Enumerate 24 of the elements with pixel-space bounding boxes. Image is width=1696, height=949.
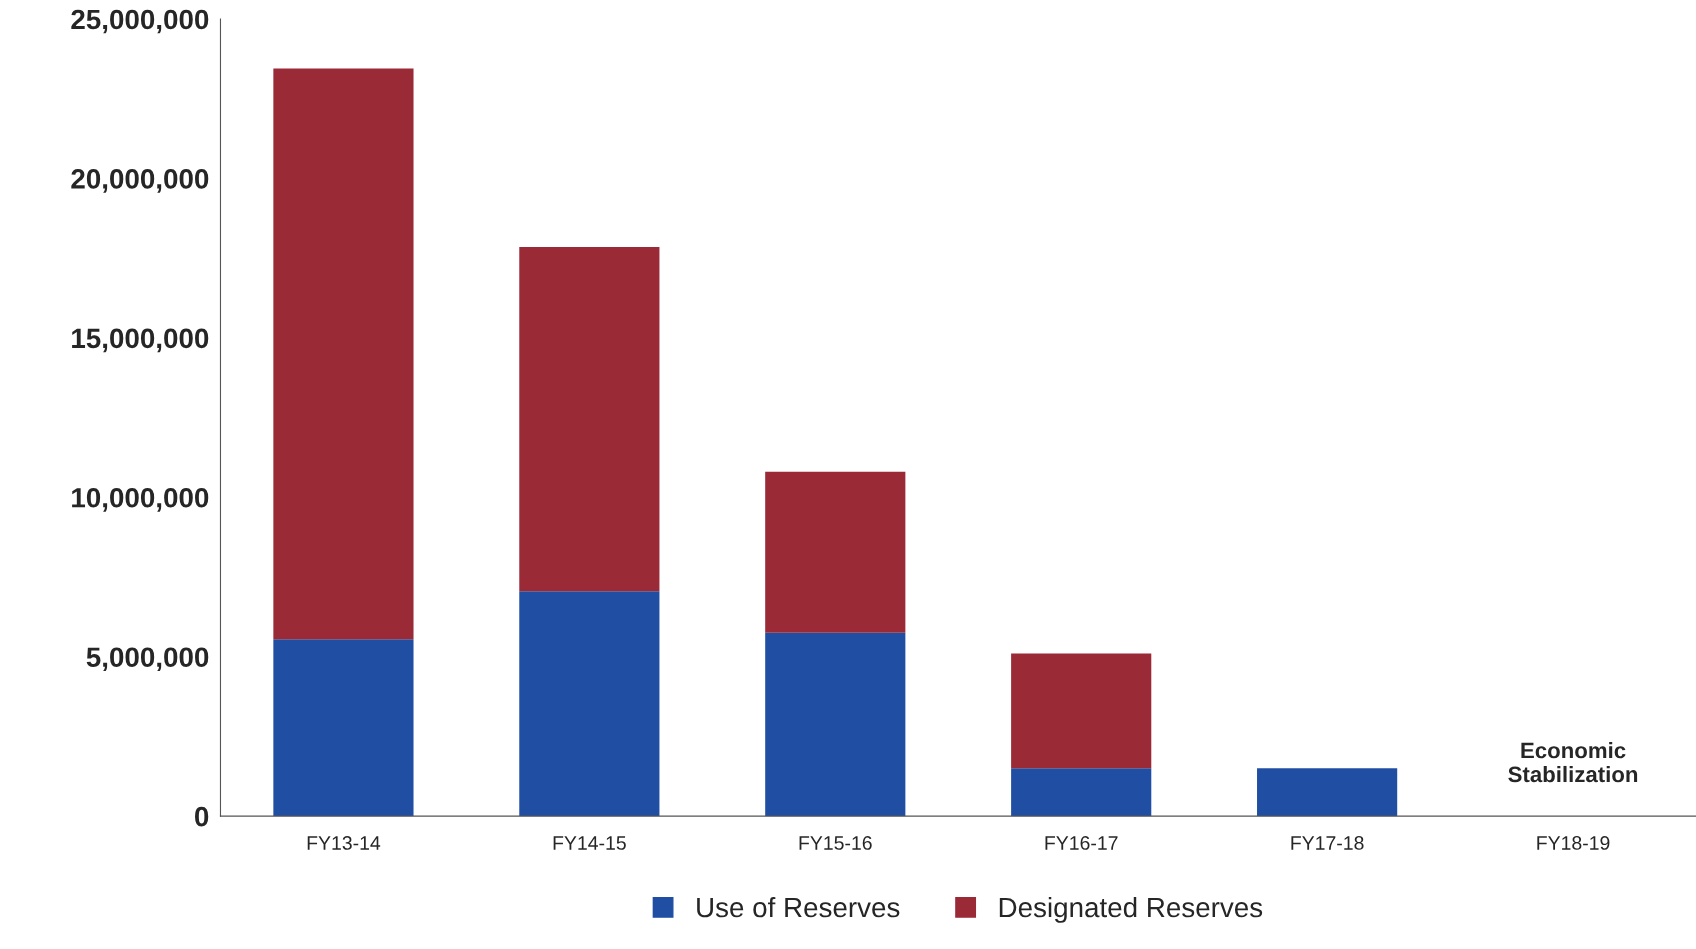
y-tick-label: 0 bbox=[195, 806, 209, 827]
bar bbox=[1011, 653, 1152, 769]
legend-label: Use of Reserves bbox=[697, 896, 900, 918]
bar bbox=[519, 246, 660, 592]
x-tick-label: FY14-15 bbox=[553, 836, 626, 850]
x-tick-label: FY18-19 bbox=[1537, 836, 1610, 850]
bar bbox=[765, 632, 906, 817]
y-tick-label: 25,000,000 bbox=[71, 9, 209, 34]
bar bbox=[1011, 768, 1152, 817]
x-tick-label: FY13-14 bbox=[307, 836, 381, 850]
y-tick-label: 10,000,000 bbox=[72, 487, 209, 512]
annotation: Economic Stabilization bbox=[1508, 742, 1638, 783]
x-tick-label: FY16-17 bbox=[1045, 836, 1118, 850]
bar bbox=[1257, 768, 1398, 817]
bar bbox=[765, 471, 906, 633]
bar bbox=[273, 639, 414, 817]
x-tick-label: FY17-18 bbox=[1291, 836, 1364, 850]
bar bbox=[519, 591, 660, 817]
y-tick-label: 15,000,000 bbox=[72, 328, 209, 353]
y-tick-label: 5,000,000 bbox=[86, 647, 209, 672]
legend-label: Designated Reserves bbox=[999, 896, 1263, 923]
x-tick-label: FY15-16 bbox=[799, 836, 872, 850]
bar bbox=[273, 68, 414, 640]
y-tick-label: 20,000,000 bbox=[71, 169, 209, 193]
